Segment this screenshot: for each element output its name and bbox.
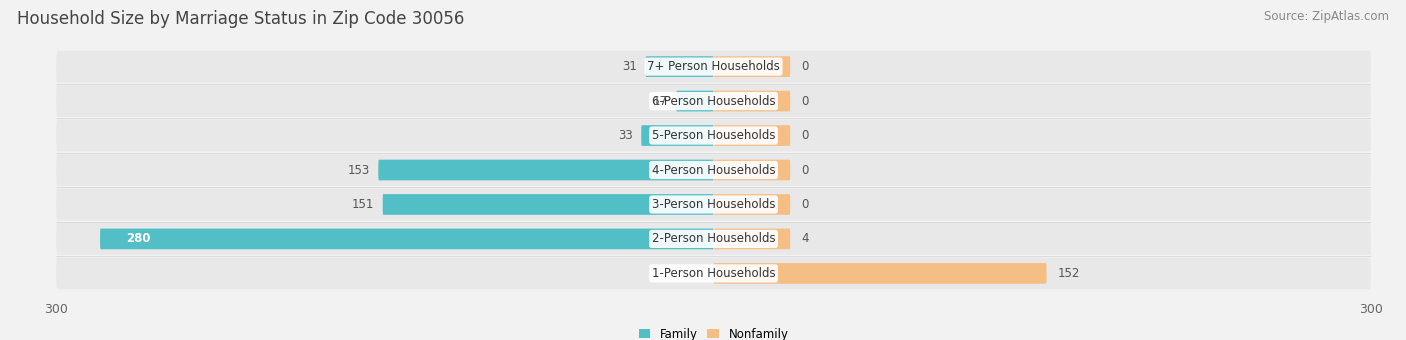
FancyBboxPatch shape: [56, 85, 1371, 117]
Text: 1-Person Households: 1-Person Households: [652, 267, 775, 280]
Text: 33: 33: [617, 129, 633, 142]
FancyBboxPatch shape: [56, 154, 1371, 186]
FancyBboxPatch shape: [713, 160, 790, 180]
FancyBboxPatch shape: [713, 125, 790, 146]
Text: 3-Person Households: 3-Person Households: [652, 198, 775, 211]
Text: 0: 0: [801, 95, 808, 107]
Text: 151: 151: [352, 198, 374, 211]
Text: 152: 152: [1057, 267, 1080, 280]
Text: 4-Person Households: 4-Person Households: [652, 164, 775, 176]
Text: 4: 4: [801, 233, 808, 245]
FancyBboxPatch shape: [56, 51, 1371, 83]
FancyBboxPatch shape: [56, 120, 1371, 151]
FancyBboxPatch shape: [713, 56, 790, 77]
Text: 0: 0: [801, 198, 808, 211]
Text: 6-Person Households: 6-Person Households: [652, 95, 775, 107]
Text: 7+ Person Households: 7+ Person Households: [647, 60, 780, 73]
Text: 31: 31: [621, 60, 637, 73]
Text: 17: 17: [652, 95, 668, 107]
FancyBboxPatch shape: [100, 228, 713, 249]
FancyBboxPatch shape: [645, 56, 713, 77]
Text: 0: 0: [801, 60, 808, 73]
FancyBboxPatch shape: [713, 194, 790, 215]
FancyBboxPatch shape: [56, 223, 1371, 255]
Text: Household Size by Marriage Status in Zip Code 30056: Household Size by Marriage Status in Zip…: [17, 10, 464, 28]
Text: 5-Person Households: 5-Person Households: [652, 129, 775, 142]
Text: 153: 153: [347, 164, 370, 176]
FancyBboxPatch shape: [641, 125, 713, 146]
FancyBboxPatch shape: [713, 228, 790, 249]
Text: 280: 280: [127, 233, 150, 245]
FancyBboxPatch shape: [378, 160, 713, 180]
Text: Source: ZipAtlas.com: Source: ZipAtlas.com: [1264, 10, 1389, 23]
FancyBboxPatch shape: [56, 189, 1371, 220]
FancyBboxPatch shape: [676, 91, 713, 112]
FancyBboxPatch shape: [713, 91, 790, 112]
Text: 0: 0: [801, 164, 808, 176]
FancyBboxPatch shape: [713, 263, 1046, 284]
Legend: Family, Nonfamily: Family, Nonfamily: [634, 323, 793, 340]
Text: 2-Person Households: 2-Person Households: [652, 233, 775, 245]
FancyBboxPatch shape: [382, 194, 713, 215]
FancyBboxPatch shape: [56, 257, 1371, 289]
Text: 0: 0: [801, 129, 808, 142]
